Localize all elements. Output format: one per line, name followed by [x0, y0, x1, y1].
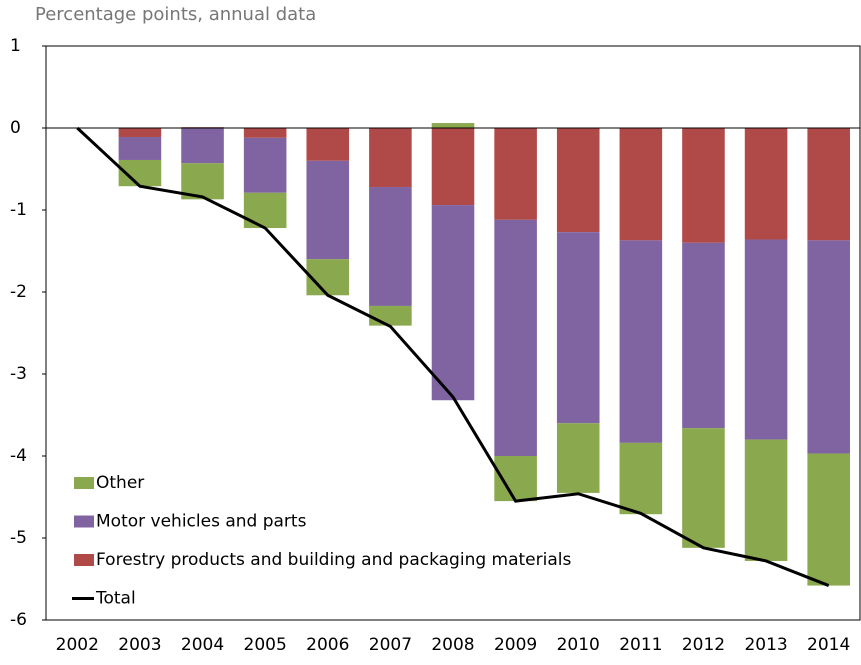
x-tick-label: 2010	[557, 635, 600, 655]
legend-swatch	[74, 554, 94, 566]
bar-segment	[306, 160, 350, 260]
bar-segment	[619, 128, 663, 241]
bar-segment	[431, 128, 475, 206]
y-tick-label: -2	[10, 282, 27, 302]
bar-segment	[369, 128, 412, 188]
total-line	[76, 126, 830, 587]
x-tick-label: 2006	[306, 635, 349, 655]
chart-subtitle: Percentage points, annual data	[35, 4, 316, 25]
x-tick-label: 2008	[431, 635, 474, 655]
bar-segment	[556, 423, 600, 493]
bar-segment	[181, 128, 224, 164]
bar-segment	[243, 137, 287, 193]
legend-label: Motor vehicles and parts	[96, 512, 307, 532]
bar-segment	[682, 428, 725, 548]
x-tick-label: 2011	[619, 635, 662, 655]
x-tick-label: 2004	[181, 635, 224, 655]
bar-segment	[118, 128, 162, 138]
legend-swatch	[74, 477, 94, 489]
x-tick-label: 2003	[118, 635, 161, 655]
bar-segment	[369, 305, 412, 326]
bar-segment	[306, 128, 350, 161]
x-tick-label: 2007	[369, 635, 412, 655]
x-tick-label: 2002	[56, 635, 99, 655]
bar-segment	[494, 219, 537, 456]
x-tick-label: 2005	[244, 635, 287, 655]
legend-label: Forestry products and building and packa…	[96, 550, 571, 570]
bar-segment	[807, 240, 850, 454]
y-tick-label: 0	[10, 118, 21, 138]
y-tick-label: -6	[10, 610, 27, 630]
bar-segment	[369, 187, 412, 306]
x-tick-label: 2013	[744, 635, 787, 655]
bar-segment	[682, 242, 725, 429]
bar-segment	[556, 128, 600, 233]
bar-segment	[431, 205, 475, 401]
bar-segment	[494, 128, 537, 220]
bar-segment	[118, 137, 162, 160]
legend-swatch	[74, 515, 94, 528]
bar-segment	[431, 123, 475, 128]
bar-segment	[807, 453, 850, 586]
x-tick-label: 2012	[682, 635, 725, 655]
x-tick-label: 2009	[494, 635, 537, 655]
plot-frame	[45, 45, 861, 621]
y-tick-label: 1	[10, 36, 21, 56]
bar-segment	[619, 240, 663, 443]
bar-segment	[306, 259, 350, 296]
legend-label: Total	[95, 589, 136, 609]
bar-segment	[243, 128, 287, 138]
bar-segment	[807, 128, 850, 241]
bar-segment	[243, 192, 287, 229]
bar-segment	[744, 439, 788, 561]
y-tick-label: -1	[10, 200, 27, 220]
legend-label: Other	[96, 473, 144, 493]
y-tick-label: -5	[10, 528, 27, 548]
bar-segment	[682, 128, 725, 243]
bar-segment	[619, 442, 663, 515]
y-tick-label: -3	[10, 364, 27, 384]
bar-segment	[744, 239, 788, 440]
bar-segment	[744, 128, 788, 240]
x-tick-label: 2014	[807, 635, 850, 655]
bar-segment	[556, 232, 600, 424]
y-tick-label: -4	[10, 446, 27, 466]
